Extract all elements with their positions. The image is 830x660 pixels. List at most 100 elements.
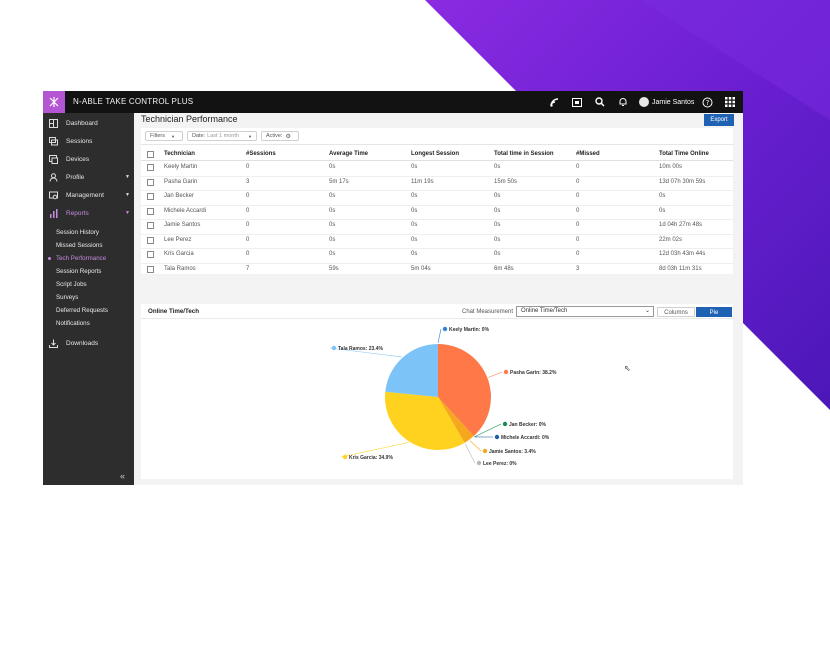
measurement-value: Online Time/Tech — [521, 308, 568, 314]
sidebar-subitem-tech-performance[interactable]: Tech Performance — [48, 255, 107, 262]
bell-icon[interactable] — [616, 95, 630, 109]
column-header-longest-session[interactable]: Longest Session — [411, 151, 460, 157]
sidebar-subitem-notifications[interactable]: Notifications — [56, 320, 90, 327]
sidebar-subitem-session-history[interactable]: Session History — [56, 229, 99, 236]
row-checkbox[interactable] — [147, 236, 154, 244]
sidebar-item-devices[interactable]: Devices — [43, 152, 134, 166]
row-checkbox[interactable] — [147, 164, 154, 171]
cell-total-time-in-session: 6m 48s — [494, 265, 514, 272]
chevron-down-icon: ▼ — [125, 210, 130, 216]
chart-panel-title: Online Time/Tech — [148, 308, 200, 315]
apps-grid-icon[interactable] — [723, 95, 737, 109]
leader-line — [437, 328, 442, 344]
sidebar-subitem-label: Tech Performance — [56, 255, 107, 262]
table-row[interactable]: Pasha Garin 3 5m 17s 11m 19s 15m 50s 0 1… — [141, 176, 733, 191]
sidebar-subitem-missed-sessions[interactable]: Missed Sessions — [56, 242, 103, 249]
sidebar-item-label: Profile — [66, 173, 85, 181]
cell-total-time-in-session: 0s — [494, 222, 501, 228]
dashboard-icon — [48, 118, 58, 128]
sidebar-item-label: Reports — [66, 209, 89, 217]
brand-title: N-ABLE TAKE CONTROL PLUS — [73, 97, 194, 106]
sidebar-subitem-script-jobs[interactable]: Script Jobs — [56, 281, 87, 288]
data-label: Michele Accardi: 0% — [501, 435, 550, 441]
table-row[interactable]: Lee Perez 0 0s 0s 0s 0 22m 02s — [141, 234, 733, 249]
cell-average-time: 0s — [329, 236, 336, 243]
columns-chart-toggle[interactable]: Columns — [657, 307, 695, 317]
sidebar-item-dashboard[interactable]: Dashboard — [43, 116, 134, 130]
cell-technician: Tala Ramos — [164, 265, 196, 272]
cell-technician: Jan Becker — [164, 193, 195, 199]
table-row[interactable]: Kris Garcia 0 0s 0s 0s 0 12d 03h 43m 44s — [141, 248, 733, 264]
table-row[interactable]: Jamie Santos 0 0s 0s 0s 0 1d 04h 27m 48s — [141, 219, 733, 235]
date-filter-dropdown[interactable]: Date: Last 1 month ▼ — [187, 131, 257, 141]
sidebar-item-downloads[interactable]: Downloads — [43, 336, 134, 350]
row-checkbox[interactable] — [147, 222, 154, 229]
user-menu[interactable]: Jamie Santos — [639, 95, 694, 109]
leader-line — [488, 371, 503, 378]
sidebar-subitem-surveys[interactable]: Surveys — [56, 294, 79, 301]
sidebar-subitem-session-reports[interactable]: Session Reports — [56, 268, 102, 275]
table-row[interactable]: Tala Ramos 7 59s 5m 04s 6m 48s 3 8d 03h … — [141, 263, 733, 278]
cell-longest-session: 0s — [411, 193, 418, 199]
cell-total-time-online: 13d 07h 30m 59s — [659, 178, 706, 185]
mouse-cursor-icon: ⇖ — [624, 364, 631, 373]
sidebar-item-profile[interactable]: Profile ▼ — [43, 170, 134, 184]
cell-sessions: 0 — [246, 222, 250, 228]
cell-longest-session: 0s — [411, 251, 418, 257]
row-checkbox[interactable] — [147, 207, 154, 215]
sidebar-item-label: Dashboard — [66, 119, 98, 127]
help-icon[interactable]: ? — [700, 95, 714, 109]
signal-icon[interactable] — [547, 95, 561, 109]
sidebar-item-sessions[interactable]: Sessions — [43, 134, 134, 148]
legend-dot — [502, 421, 508, 427]
active-filter[interactable]: Active: ⚙ — [261, 131, 299, 141]
column-header-technician[interactable]: Technician — [164, 151, 195, 157]
download-icon — [48, 338, 58, 348]
app-logo[interactable] — [43, 91, 65, 113]
column-header-total-time-in-session[interactable]: Total time in Session — [494, 151, 554, 157]
table-row[interactable]: Michele Accardi 0 0s 0s 0s 0 0s — [141, 205, 733, 220]
pie-slice-jamie-santos[interactable] — [438, 397, 474, 443]
row-checkbox[interactable] — [147, 178, 154, 186]
row-checkbox[interactable] — [147, 193, 154, 200]
cell-total-time-in-session: 0s — [494, 193, 501, 199]
pie-chart-toggle[interactable]: Pie — [696, 307, 732, 317]
cell-missed: 0 — [576, 178, 580, 185]
filters-dropdown[interactable]: Filters ▼ — [145, 131, 183, 141]
search-icon[interactable] — [593, 95, 607, 109]
cell-missed: 0 — [576, 193, 580, 199]
pie-slice-tala-ramos[interactable] — [385, 344, 438, 397]
leader-line — [474, 423, 502, 438]
take-control-window: N-ABLE TAKE CONTROL PLUS Jamie Santos ? — [43, 91, 743, 485]
export-button[interactable]: Export — [704, 114, 734, 126]
table-row[interactable]: Keely Martin 0 0s 0s 0s 0 10m 00s — [141, 161, 733, 177]
column-header-missed[interactable]: #Missed — [576, 151, 600, 157]
cell-missed: 0 — [576, 222, 580, 228]
row-checkbox[interactable] — [147, 251, 154, 258]
sidebar-item-management[interactable]: Management ▼ — [43, 188, 134, 202]
cell-longest-session: 0s — [411, 207, 418, 214]
collapse-sidebar-button[interactable]: « — [120, 471, 126, 481]
cell-average-time: 0s — [329, 164, 336, 170]
sidebar-subitem-deferred-requests[interactable]: Deferred Requests — [56, 307, 108, 314]
divider — [141, 318, 733, 319]
column-header-average-time[interactable]: Average Time — [329, 151, 369, 157]
column-header-total-time-online[interactable]: Total Time Online — [659, 151, 709, 157]
pie-slice-kris-garcia[interactable] — [385, 391, 465, 450]
legend-dot — [503, 369, 509, 375]
cell-total-time-in-session: 0s — [494, 164, 501, 170]
measurement-select[interactable]: Online Time/Tech ⌄ — [516, 306, 654, 317]
select-all-checkbox[interactable] — [147, 151, 154, 158]
row-checkbox[interactable] — [147, 265, 154, 273]
cell-average-time: 5m 17s — [329, 178, 349, 185]
column-header-sessions[interactable]: #Sessions — [246, 151, 276, 157]
active-indicator — [48, 257, 51, 260]
table-row[interactable]: Jan Becker 0 0s 0s 0s 0 0s — [141, 190, 733, 206]
cell-sessions: 7 — [246, 265, 250, 272]
pie-slice-pasha-garin[interactable] — [438, 344, 491, 437]
cell-longest-session: 11m 19s — [411, 178, 434, 185]
sidebar-item-reports[interactable]: Reports ▼ — [43, 206, 134, 220]
calendar-icon[interactable] — [570, 95, 584, 109]
cell-sessions: 0 — [246, 164, 250, 170]
chart-card: Online Time/Tech Chat Measurement Online… — [141, 304, 733, 479]
